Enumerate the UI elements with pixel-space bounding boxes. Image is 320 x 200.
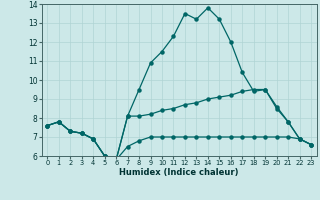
X-axis label: Humidex (Indice chaleur): Humidex (Indice chaleur) bbox=[119, 168, 239, 177]
